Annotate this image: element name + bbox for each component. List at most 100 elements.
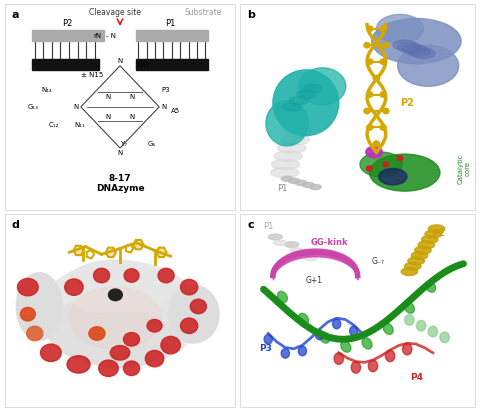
Ellipse shape <box>405 263 421 270</box>
Text: a: a <box>12 10 19 20</box>
Circle shape <box>364 109 370 113</box>
Ellipse shape <box>397 45 459 86</box>
Ellipse shape <box>161 336 180 354</box>
Text: Y₇: Y₇ <box>120 141 127 147</box>
Ellipse shape <box>412 48 435 58</box>
Text: P2: P2 <box>62 19 72 28</box>
Text: N: N <box>118 58 122 64</box>
Ellipse shape <box>281 135 310 145</box>
Circle shape <box>108 289 122 301</box>
Circle shape <box>383 43 389 48</box>
Text: P2: P2 <box>400 98 414 108</box>
Ellipse shape <box>405 315 414 325</box>
Ellipse shape <box>62 312 178 366</box>
Ellipse shape <box>310 185 321 189</box>
Text: c: c <box>247 219 254 229</box>
Ellipse shape <box>277 143 306 153</box>
Ellipse shape <box>349 326 358 336</box>
Text: - N: - N <box>106 33 116 39</box>
Polygon shape <box>133 240 144 249</box>
Ellipse shape <box>48 299 136 360</box>
Ellipse shape <box>383 323 393 335</box>
Ellipse shape <box>264 335 272 344</box>
Ellipse shape <box>402 44 426 55</box>
Circle shape <box>367 125 373 130</box>
Ellipse shape <box>416 321 426 331</box>
Ellipse shape <box>299 249 313 255</box>
Text: N₁₁: N₁₁ <box>74 122 84 128</box>
Ellipse shape <box>299 68 346 105</box>
Ellipse shape <box>315 330 324 340</box>
Circle shape <box>383 109 389 113</box>
Ellipse shape <box>362 338 372 349</box>
Circle shape <box>397 156 403 161</box>
Text: N: N <box>129 94 134 99</box>
Text: G₆: G₆ <box>148 141 156 147</box>
Text: N: N <box>73 104 79 110</box>
Ellipse shape <box>89 327 105 340</box>
Text: P4: P4 <box>410 374 423 382</box>
Ellipse shape <box>299 313 309 325</box>
Ellipse shape <box>168 285 219 343</box>
Ellipse shape <box>418 241 434 249</box>
Ellipse shape <box>268 234 282 240</box>
Ellipse shape <box>408 257 424 265</box>
Ellipse shape <box>295 180 307 185</box>
Circle shape <box>373 76 380 81</box>
Text: Substrate: Substrate <box>184 9 222 18</box>
Circle shape <box>383 162 389 167</box>
Ellipse shape <box>403 343 412 355</box>
Bar <box>136 30 207 41</box>
Ellipse shape <box>65 279 83 296</box>
Ellipse shape <box>304 256 317 261</box>
Ellipse shape <box>425 230 441 238</box>
Ellipse shape <box>274 151 302 161</box>
Ellipse shape <box>285 242 299 247</box>
Ellipse shape <box>428 225 445 233</box>
Bar <box>33 30 104 41</box>
Polygon shape <box>106 248 116 257</box>
Ellipse shape <box>67 356 90 373</box>
Ellipse shape <box>297 90 315 99</box>
Ellipse shape <box>303 84 323 92</box>
Circle shape <box>373 76 380 81</box>
Ellipse shape <box>273 70 339 136</box>
Text: ± N15: ± N15 <box>81 72 104 78</box>
Ellipse shape <box>298 346 307 356</box>
Ellipse shape <box>110 346 130 360</box>
Ellipse shape <box>272 159 300 169</box>
Ellipse shape <box>145 351 164 367</box>
Ellipse shape <box>40 344 61 362</box>
Ellipse shape <box>123 332 140 346</box>
Ellipse shape <box>401 268 418 275</box>
Circle shape <box>380 59 386 64</box>
Text: C₁₂: C₁₂ <box>48 122 59 128</box>
Ellipse shape <box>320 332 330 343</box>
Text: P1: P1 <box>277 184 288 193</box>
Text: P2: P2 <box>432 229 444 238</box>
Ellipse shape <box>284 127 312 137</box>
Ellipse shape <box>333 319 341 329</box>
Ellipse shape <box>302 182 314 187</box>
Text: b: b <box>247 10 255 20</box>
Ellipse shape <box>366 146 382 158</box>
Circle shape <box>367 59 373 64</box>
Ellipse shape <box>281 349 289 358</box>
Ellipse shape <box>385 350 395 362</box>
Ellipse shape <box>341 341 351 352</box>
Ellipse shape <box>372 18 461 64</box>
Ellipse shape <box>289 97 308 105</box>
Ellipse shape <box>379 169 407 185</box>
Circle shape <box>364 43 370 48</box>
Text: A5: A5 <box>171 108 180 114</box>
Text: Catalytic
core: Catalytic core <box>457 153 470 184</box>
Ellipse shape <box>334 353 344 365</box>
Circle shape <box>380 92 386 97</box>
Ellipse shape <box>180 279 198 295</box>
Ellipse shape <box>440 332 449 343</box>
Text: N: N <box>106 94 111 99</box>
Ellipse shape <box>415 246 431 254</box>
Ellipse shape <box>351 362 360 373</box>
Ellipse shape <box>421 236 438 243</box>
Ellipse shape <box>108 277 188 335</box>
